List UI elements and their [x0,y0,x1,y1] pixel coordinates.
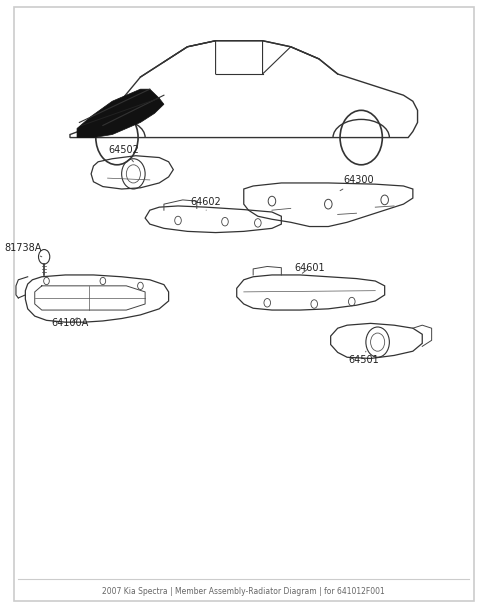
Text: 64501: 64501 [348,351,379,365]
Text: 64300: 64300 [340,175,374,191]
Text: 64502: 64502 [108,145,139,162]
FancyBboxPatch shape [13,7,474,601]
Text: 2007 Kia Spectra | Member Assembly-Radiator Diagram | for 641012F001: 2007 Kia Spectra | Member Assembly-Radia… [102,587,385,596]
Text: 64100A: 64100A [51,318,89,328]
Polygon shape [77,89,164,137]
Text: 64601: 64601 [294,263,325,273]
Text: 64602: 64602 [191,198,222,210]
Text: 81738A: 81738A [4,243,42,257]
